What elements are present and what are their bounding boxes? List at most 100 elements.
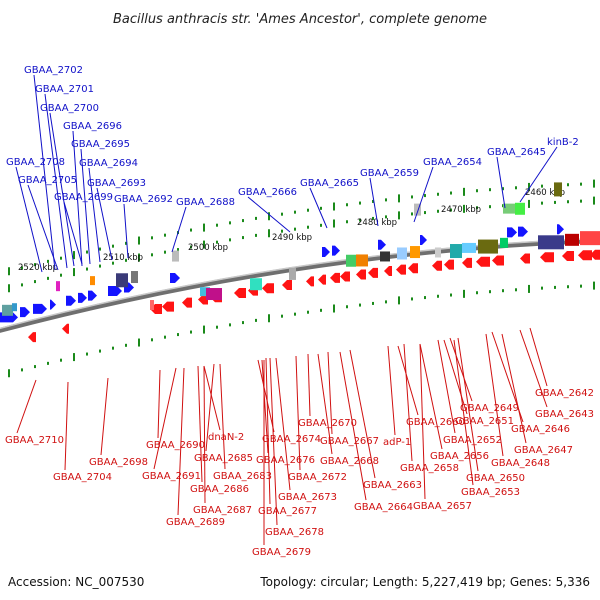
tick-mark [346, 203, 348, 207]
reverse-gene-arrow [444, 259, 454, 270]
tick-mark [242, 321, 244, 325]
reverse-gene-arrow [234, 287, 246, 298]
tick-mark [372, 301, 374, 305]
leader-line-bottom [453, 339, 474, 486]
leader-line-top [80, 148, 91, 265]
leader-line-bottom [501, 333, 527, 444]
gene-label-GBAA_2674: GBAA_2674 [262, 434, 321, 445]
tick-mark [229, 221, 231, 225]
gene-label-GBAA_2700: GBAA_2700 [40, 103, 99, 114]
gene-block [435, 247, 441, 258]
tick-mark [138, 338, 140, 347]
backbone [0, 237, 600, 333]
leader-line-bottom [197, 365, 203, 483]
tick-mark [151, 236, 153, 240]
tick-mark [164, 335, 166, 339]
leader-line-bottom [177, 367, 185, 516]
leader-line-bottom [419, 343, 426, 500]
tick-mark [268, 314, 270, 323]
tick-mark [190, 330, 192, 334]
leader-line-bottom [16, 379, 37, 434]
gene-block [410, 246, 420, 259]
tick-mark [112, 244, 114, 248]
gene-label-GBAA_2643: GBAA_2643 [535, 409, 594, 420]
tick-mark [99, 349, 101, 353]
reverse-gene-arrow [282, 280, 292, 291]
gene-label-GBAA_2648: GBAA_2648 [491, 458, 550, 469]
reverse-gene-arrow [182, 297, 192, 308]
tick-mark [47, 259, 49, 263]
leader-line-bottom [519, 329, 548, 408]
gene-block [397, 247, 407, 260]
tick-mark [164, 250, 166, 254]
tick-mark [437, 294, 439, 298]
tick-mark [554, 200, 556, 204]
tick-mark [164, 233, 166, 237]
tick-mark [255, 216, 257, 220]
gene-label-GBAA_2704: GBAA_2704 [53, 472, 112, 483]
gene-label-GBAA_2650: GBAA_2650 [466, 473, 525, 484]
tick-mark [281, 229, 283, 233]
gene-label-GBAA_2708: GBAA_2708 [6, 157, 65, 168]
tick-mark [580, 182, 582, 186]
gene-label-GBAA_2654: GBAA_2654 [423, 157, 482, 168]
gene-block [515, 202, 525, 215]
gene-block [450, 244, 462, 259]
tick-mark [177, 248, 179, 252]
reverse-gene-arrow [262, 283, 274, 294]
tick-mark [372, 199, 374, 203]
tick-mark [60, 358, 62, 362]
reverse-gene-arrow [476, 256, 490, 267]
tick-mark [60, 256, 62, 260]
tick-mark [203, 240, 205, 249]
tick-mark [307, 310, 309, 314]
tick-mark [320, 206, 322, 210]
tick-mark [437, 209, 439, 213]
tick-label-2500-kbp: 2500 kbp [188, 243, 228, 253]
tick-mark [125, 241, 127, 245]
tick-mark [593, 281, 595, 290]
gene-label-GBAA_2649: GBAA_2649 [460, 403, 519, 414]
tick-mark [34, 263, 36, 267]
tick-mark [398, 194, 400, 203]
leader-line-bottom [529, 327, 548, 387]
tick-mark [307, 208, 309, 212]
tick-mark [268, 212, 270, 221]
tick-mark [385, 198, 387, 202]
tick-mark [242, 219, 244, 223]
gene-label-GBAA_2676: GBAA_2676 [256, 455, 315, 466]
forward-gene-arrow [108, 286, 122, 297]
gene-block [380, 251, 390, 262]
reverse-gene-arrow [540, 252, 554, 263]
tick-mark [476, 189, 478, 193]
leader-line-top [27, 184, 59, 271]
forward-gene-arrow [332, 245, 340, 256]
forward-gene-arrow [378, 239, 386, 250]
leader-line-bottom [485, 333, 504, 457]
tick-mark [99, 264, 101, 268]
tick-mark [216, 240, 218, 244]
reverse-gene-arrow [368, 267, 378, 278]
tick-mark [359, 218, 361, 222]
tick-mark [34, 280, 36, 284]
tick-mark [281, 314, 283, 318]
tick-mark [47, 361, 49, 365]
forward-gene-arrow [66, 295, 76, 306]
leader-line-top [33, 74, 56, 271]
gene-label-GBAA_2710: GBAA_2710 [5, 435, 64, 446]
gene-block [565, 233, 579, 246]
reverse-gene-arrow [520, 253, 530, 264]
leader-line-bottom [265, 357, 271, 505]
gene-block [462, 242, 476, 253]
gene-label-GBAA_2646: GBAA_2646 [511, 424, 570, 435]
leader-line-top [247, 196, 291, 233]
tick-mark [346, 220, 348, 224]
tick-mark [47, 276, 49, 280]
gene-block [478, 239, 498, 254]
gene-label-GBAA_2694: GBAA_2694 [79, 158, 138, 169]
leader-line-top [171, 206, 187, 253]
leader-line-bottom [153, 367, 177, 470]
leader-line-bottom [437, 339, 456, 434]
tick-mark [255, 318, 257, 322]
tick-mark [333, 304, 335, 313]
